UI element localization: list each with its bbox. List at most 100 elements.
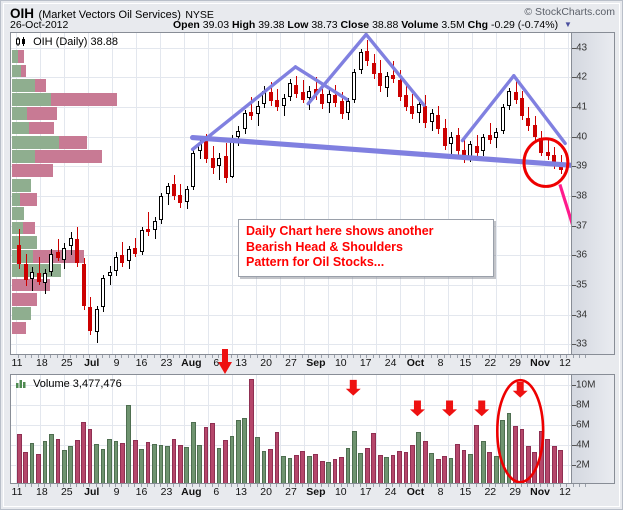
volume-by-price-bar-down [34,78,46,92]
volume-gridline-v [16,375,17,483]
volume-bar [513,426,518,483]
date-tickmark [50,355,52,358]
date-tickmark [301,484,303,487]
date-tickmark [205,484,207,487]
volume-bar [268,449,273,483]
price-gridline-v [88,33,89,354]
candlestick [416,104,421,113]
volume-bar [326,462,331,483]
volume-gridline [11,425,573,426]
date-tickmark [456,355,458,358]
volume-bar [49,434,54,483]
volume-bar [16,434,22,483]
date-tickmark [314,484,316,487]
date-tickmark [121,355,123,358]
volume-bar [352,431,357,483]
date-tickmark [553,355,555,358]
volume-by-price-bar-down [18,50,24,63]
chart-header: OIH (Market Vectors Oil Services) NYSE ©… [10,5,615,33]
price-chart-panel[interactable]: OIH (Daily) 38.88 43 42 41 40 39 38 37 36 35 34 33 [10,32,615,355]
date-axis-label: 9 [113,486,120,498]
quote-date: 26-Oct-2012 [10,19,69,31]
candlestick [500,107,505,131]
date-tickmark [256,484,258,487]
volume-bar [248,379,254,483]
date-tickmark [372,484,374,487]
date-tickmark [327,355,329,358]
date-tickmark [417,484,419,487]
volume-bar [55,439,61,483]
candlestick [139,230,144,253]
date-tickmark [89,355,91,358]
candlestick [23,264,28,281]
date-tickmark [424,355,426,358]
date-axis-label: 12 [559,486,571,498]
candle-wick [148,212,150,236]
volume-bar [474,425,480,483]
volume-bar [397,451,402,483]
date-tickmark [198,484,200,487]
date-tickmark [127,355,129,358]
candlestick [75,238,80,263]
volume-axis-tickmark [572,385,576,386]
date-tickmark [366,355,368,358]
candlestick [294,84,299,94]
candlestick [165,185,170,195]
candlestick [204,141,209,159]
volume-bar [422,441,428,483]
date-tickmark [230,484,232,487]
date-tickmark [398,355,400,358]
date-tickmark [269,355,271,358]
volume-by-price-bar-up [12,207,24,221]
date-tickmark [153,484,155,487]
volume-gridline-v [208,375,209,483]
date-axis-label: 16 [135,357,148,369]
date-tickmark [192,484,194,487]
volume-gridline-v [424,375,425,483]
volume-by-price-bar-up [12,193,21,206]
volume-by-price-bar-down [58,135,87,149]
date-tickmark [353,484,355,487]
date-tickmark [578,484,580,487]
volume-bar [455,444,460,483]
candle-wick [393,61,394,84]
price-gridline [11,47,573,49]
price-axis-tickmark [572,344,576,346]
volume-bar [152,444,157,483]
volume-bar [171,439,177,483]
price-panel-legend: OIH (Daily) 38.88 [16,36,118,48]
date-axis-label: 25 [60,357,73,369]
header-quote-line: 26-Oct-2012 Open 39.03 High 39.38 Low 38… [10,19,615,33]
date-tickmark [140,355,142,358]
date-tickmark [475,484,477,487]
volume-bar [255,437,261,483]
volume-chart-panel[interactable]: Volume 3,477,476 10M 8M 6M 4M 2M [10,374,615,484]
date-axis-label: 13 [235,357,248,369]
date-tickmark [424,484,426,487]
candlestick [468,144,473,158]
date-axis-label: Nov [530,486,551,498]
volume-bar [68,446,74,483]
date-tickmarks [10,355,587,358]
date-tickmark [37,484,39,487]
date-tickmark [392,355,393,358]
date-tickmark [256,355,258,358]
chevron-down-icon[interactable]: ▼ [564,20,572,29]
price-gridline [11,344,573,346]
open-value: 39.03 [202,19,230,31]
price-gridline [11,284,573,286]
candlestick [352,71,357,100]
date-tickmark [475,355,477,358]
volume-bar [210,423,215,483]
price-axis-tick: 40 [576,131,588,143]
window-bevel [3,3,620,507]
date-tickmark [276,355,277,358]
date-tickmark [211,355,213,358]
annotation-line-2: Bearish Head & Shoulders [246,239,403,254]
date-tickmark [488,484,490,487]
candle-wick [489,123,491,145]
volume-bar [23,452,29,483]
volume-bar [377,455,383,483]
date-tickmark [566,355,567,358]
date-tickmark [437,484,439,487]
